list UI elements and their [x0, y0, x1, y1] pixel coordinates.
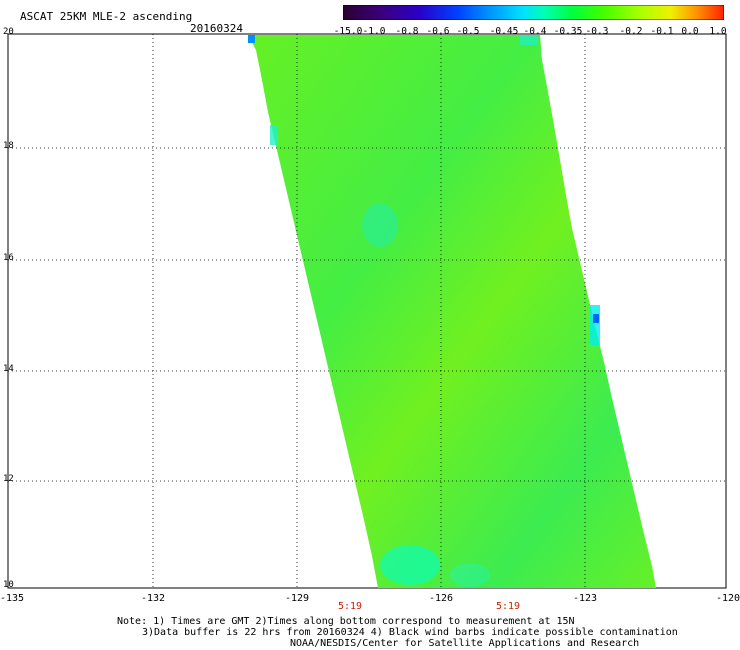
colorbar-label: -0.5: [456, 26, 480, 37]
colorbar-label: -0.1: [650, 26, 674, 37]
colorbar-label: -15.0: [333, 26, 363, 37]
colorbar-label: -0.35: [553, 26, 583, 37]
swath-blue-pixel: [248, 35, 255, 43]
longitude-label: -129: [284, 593, 310, 604]
swath-cyan-patch: [362, 203, 398, 247]
map-frame: [7, 33, 727, 589]
swath-cyan-patch: [450, 563, 490, 587]
product-title: ASCAT 25KM MLE-2 ascending: [20, 10, 193, 23]
colorbar-label: -0.2: [619, 26, 643, 37]
longitude-label: -135: [0, 593, 25, 604]
latitude-label: 12: [3, 474, 14, 484]
colorbar: [343, 5, 724, 20]
latitude-label: 16: [3, 253, 14, 263]
colorbar-label: -1.0: [362, 26, 386, 37]
colorbar-label: -0.45: [489, 26, 519, 37]
latitude-label: 14: [3, 364, 14, 374]
colorbar-label: 0.0: [681, 26, 699, 37]
longitude-label: -126: [428, 593, 454, 604]
scatterometer-swath: [248, 35, 656, 588]
longitude-label: -120: [715, 593, 740, 604]
swath-time-label: 5:19: [495, 601, 521, 612]
credit-line: NOAA/NESDIS/Center for Satellite Applica…: [290, 638, 640, 649]
swath-cyan-patch: [590, 305, 600, 345]
graticule: [8, 34, 726, 588]
swath-cyan-patch: [520, 35, 538, 45]
colorbar-label: -0.6: [426, 26, 450, 37]
swath-time-label: 5:19: [337, 601, 363, 612]
colorbar-label: -0.8: [395, 26, 419, 37]
latitude-label: 20: [3, 27, 14, 37]
colorbar-label: -0.4: [523, 26, 547, 37]
swath-blue-pixel: [593, 314, 599, 323]
product-date: 20160324: [190, 22, 243, 35]
longitude-label: -123: [572, 593, 598, 604]
note-line: 3)Data buffer is 22 hrs from 20160324 4)…: [142, 627, 678, 638]
swath-cyan-patch: [380, 545, 440, 585]
longitude-label: -132: [140, 593, 166, 604]
note-line: Note: 1) Times are GMT 2)Times along bot…: [117, 616, 575, 627]
latitude-label: 10: [3, 580, 14, 590]
swath-cyan-patch: [270, 125, 278, 145]
latitude-label: 18: [3, 141, 14, 151]
colorbar-label: 1.0: [709, 26, 727, 37]
colorbar-label: -0.3: [585, 26, 609, 37]
